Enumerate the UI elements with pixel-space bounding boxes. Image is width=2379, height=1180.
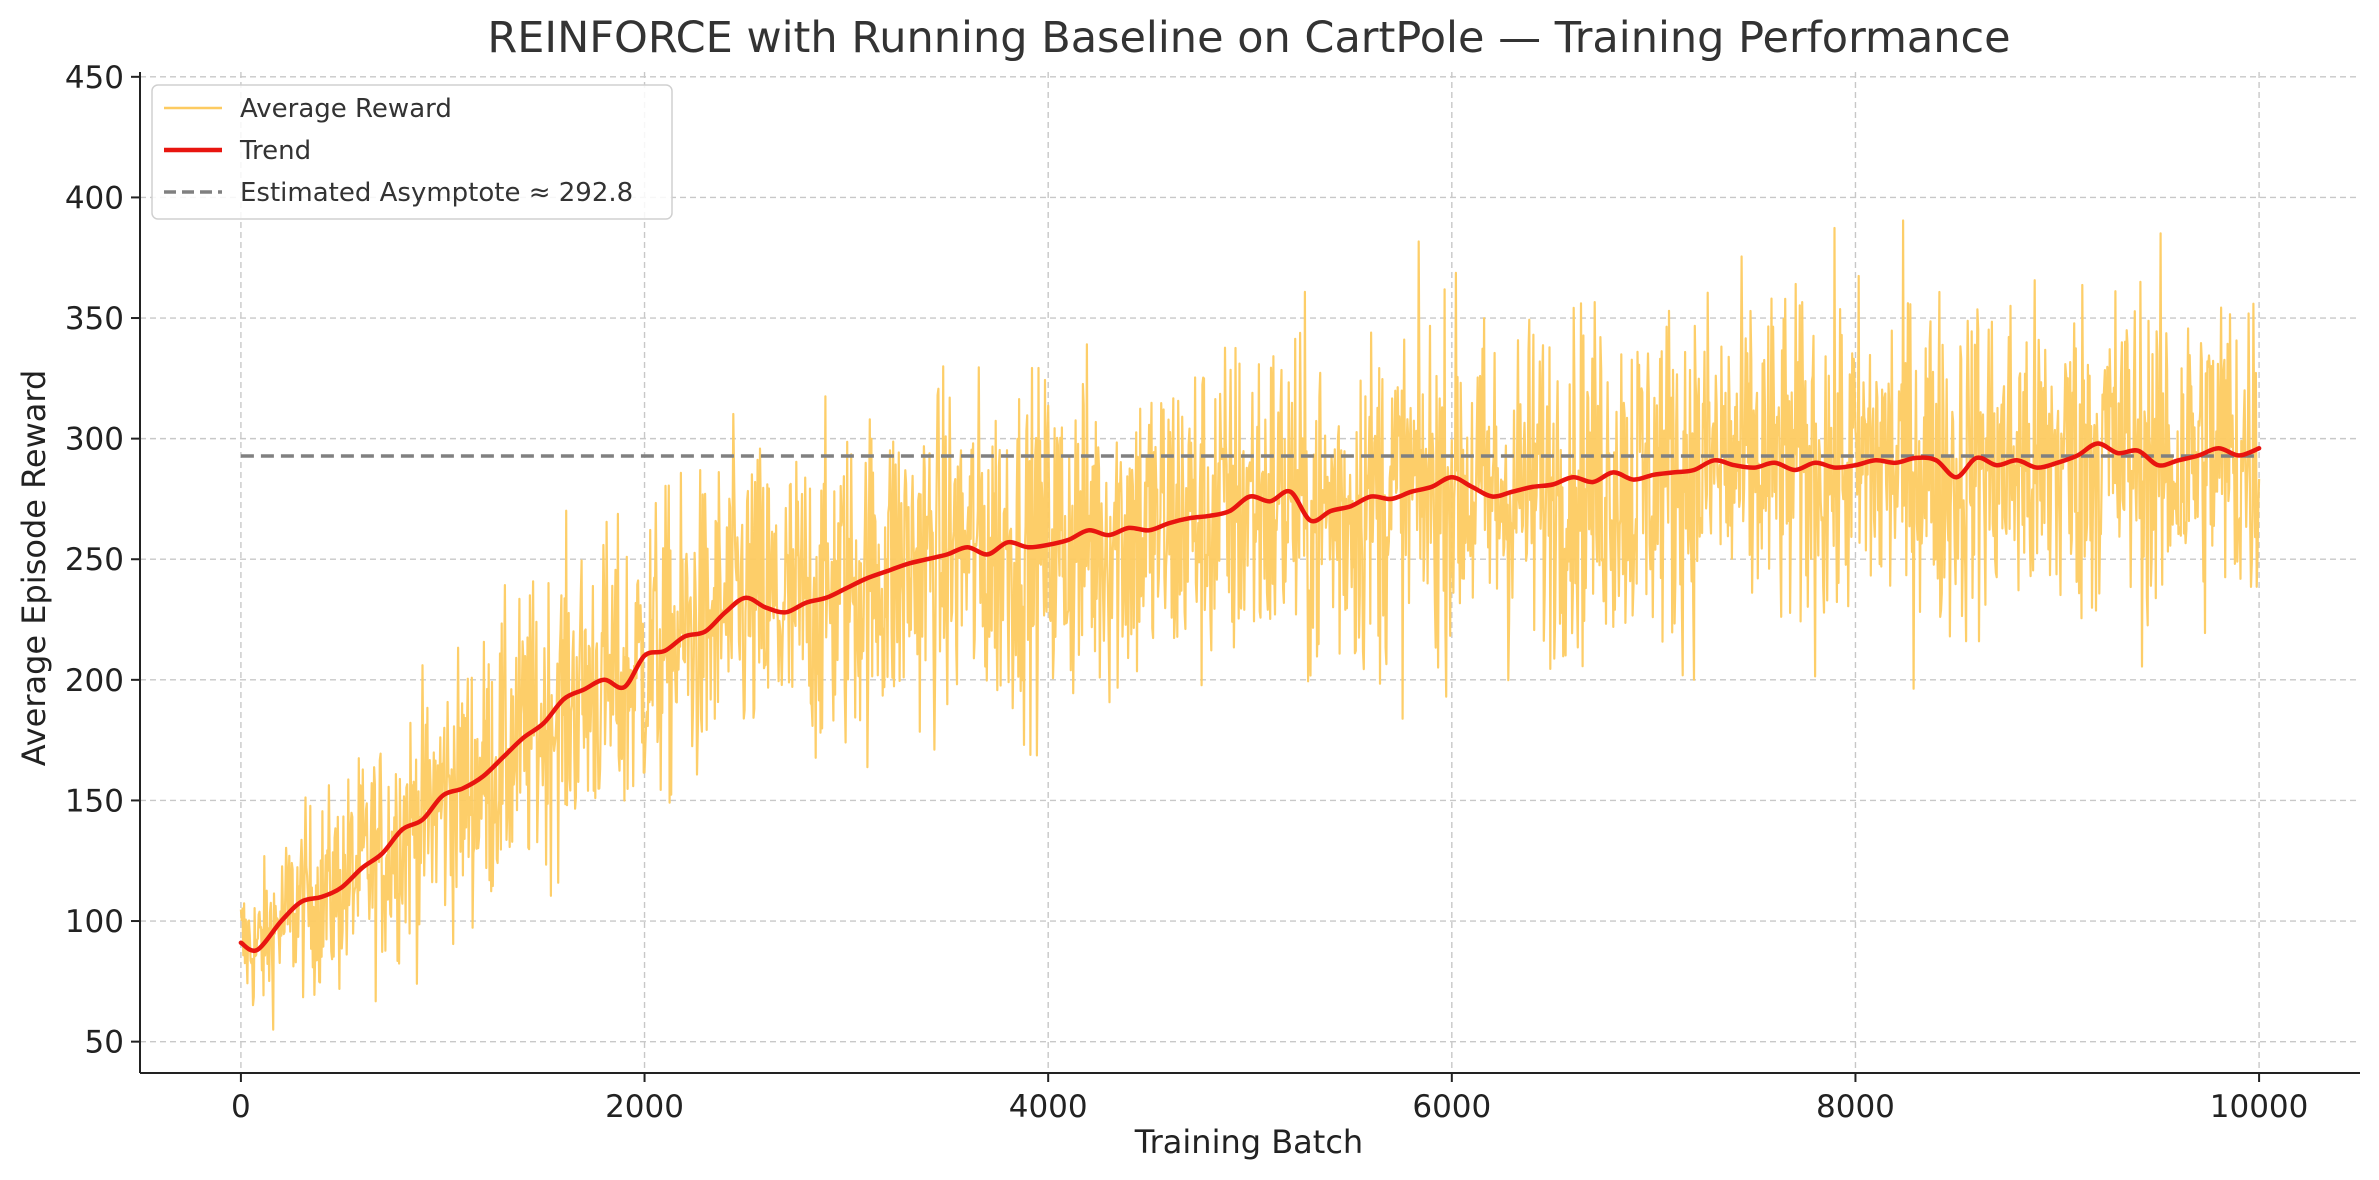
x-tick-label: 6000 (1412, 1089, 1491, 1125)
y-tick-label: 300 (65, 422, 124, 458)
legend-label: Estimated Asymptote ≈ 292.8 (240, 178, 633, 208)
y-tick-labels: 50 100 150 200 250 300 350 400 450 (65, 60, 140, 1061)
y-tick-label: 450 (65, 60, 124, 96)
y-tick-label: 400 (65, 180, 124, 216)
x-tick-label: 0 (231, 1089, 251, 1125)
y-tick-label: 200 (65, 663, 124, 699)
chart-title: REINFORCE with Running Baseline on CartP… (487, 13, 2010, 63)
raw-reward-series (239, 219, 2261, 1031)
trend-line (238, 441, 2262, 954)
legend-box (151, 84, 673, 220)
x-tick-labels: 0 2000 4000 6000 8000 10000 (231, 1073, 2308, 1125)
x-axis-label: Training Batch (1134, 1123, 1363, 1161)
legend-label: Average Reward (240, 94, 452, 124)
x-tick-label: 10000 (2210, 1089, 2309, 1125)
raw-reward-line (239, 219, 2261, 1031)
legend-label: Trend (239, 136, 311, 166)
x-tick-label: 4000 (1009, 1089, 1088, 1125)
legend: Average Reward Trend Estimated Asymptote ≈… (151, 84, 673, 220)
axes (139, 72, 2360, 1074)
y-tick-label: 350 (65, 301, 124, 337)
y-axis-label: Average Episode Reward (15, 370, 53, 767)
x-tick-label: 2000 (605, 1089, 684, 1125)
y-tick-label: 250 (65, 542, 124, 578)
y-tick-label: 50 (85, 1025, 124, 1061)
x-tick-label: 8000 (1816, 1089, 1895, 1125)
trend-series (238, 441, 2262, 954)
y-tick-label: 150 (65, 783, 124, 819)
y-tick-label: 100 (65, 904, 124, 940)
